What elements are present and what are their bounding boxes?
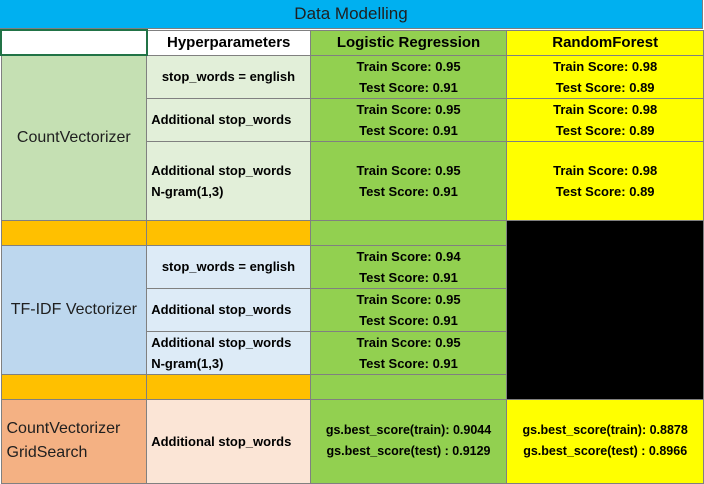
hyperparameter-cell[interactable]: Additional stop_words	[146, 398, 311, 484]
test-score: Test Score: 0.89	[555, 79, 655, 95]
separator-row	[0, 219, 704, 400]
test-score: Test Score: 0.91	[359, 122, 458, 138]
hyperparameter-line: Additional stop_words	[151, 334, 292, 350]
gridsearch-label-line: CountVectorizer	[6, 420, 121, 437]
hyperparameter-line: N-gram(1,3)	[151, 355, 224, 371]
lr-score-cell[interactable]: Train Score: 0.94 Test Score: 0.91	[309, 244, 508, 289]
lr-gridsearch-cell[interactable]: gs.best_score(train): 0.9044 gs.best_sco…	[309, 398, 508, 484]
train-score: Train Score: 0.95	[356, 58, 461, 74]
test-score: Test Score: 0.91	[359, 183, 458, 199]
empty-lr-cell[interactable]	[309, 219, 508, 246]
train-score: Train Score: 0.94	[356, 248, 461, 264]
hyperparameter-cell[interactable]: stop_words = english	[146, 244, 311, 289]
hyperparameter-cell[interactable]: Additional stop_words N-gram(1,3)	[146, 330, 311, 375]
train-score: Train Score: 0.95	[356, 101, 461, 117]
table-row: CountVectorizer GridSearch Additional st…	[0, 398, 704, 484]
lr-score-cell[interactable]: Train Score: 0.95 Test Score: 0.91	[309, 287, 508, 332]
table-row: Additional stop_words Train Score: 0.95 …	[1, 97, 704, 142]
empty-lr-cell[interactable]	[309, 373, 508, 400]
train-score: Train Score: 0.95	[356, 334, 461, 350]
tfidf-label[interactable]: TF-IDF Vectorizer	[0, 244, 148, 375]
test-score: Test Score: 0.89	[555, 183, 655, 199]
best-score-test: gs.best_score(test) : 0.8966	[523, 444, 688, 458]
table-row: CountVectorizer stop_words = english Tra…	[0, 54, 704, 221]
lr-score-cell[interactable]: Train Score: 0.95 Test Score: 0.91	[309, 97, 508, 142]
test-score: Test Score: 0.89	[555, 122, 655, 138]
train-score: Train Score: 0.95	[356, 162, 461, 178]
hyperparameter-cell[interactable]: Additional stop_words	[146, 287, 311, 332]
best-score-test: gs.best_score(test) : 0.9129	[326, 444, 491, 458]
header-hyperparameters[interactable]: Hyperparameters	[146, 29, 311, 56]
lr-score-cell[interactable]: Train Score: 0.95 Test Score: 0.91	[309, 330, 508, 375]
separator-cell[interactable]	[0, 219, 148, 246]
lr-score-cell[interactable]: Train Score: 0.95 Test Score: 0.91	[309, 54, 508, 99]
table-row: TF-IDF Vectorizer stop_words = english T…	[0, 244, 704, 375]
hyperparameter-cell[interactable]: Additional stop_words	[146, 97, 311, 142]
separator-cell[interactable]	[146, 219, 311, 246]
best-score-train: gs.best_score(train): 0.9044	[325, 423, 492, 437]
test-score: Test Score: 0.91	[359, 312, 458, 328]
best-score-train: gs.best_score(train): 0.8878	[522, 423, 688, 437]
countvectorizer-label[interactable]: CountVectorizer	[0, 54, 148, 221]
lr-score-cell[interactable]: Train Score: 0.95 Test Score: 0.91	[309, 140, 508, 221]
hyperparameter-line: N-gram(1,3)	[151, 183, 224, 199]
train-score: Train Score: 0.95	[356, 291, 461, 307]
header-randomforest[interactable]: RandomForest	[506, 29, 704, 56]
rf-score-cell[interactable]: Train Score: 0.98 Test Score: 0.89	[506, 97, 704, 142]
table-row: Additional stop_words N-gram(1,3) Train …	[1, 140, 704, 221]
gridsearch-label[interactable]: CountVectorizer GridSearch	[0, 398, 148, 484]
hyperparameter-line: Additional stop_words	[151, 162, 292, 178]
results-table: Hyperparameters Logistic Regression Rand…	[0, 29, 704, 484]
rf-score-cell[interactable]: Train Score: 0.98 Test Score: 0.89	[506, 140, 704, 221]
gridsearch-label-line: GridSearch	[6, 444, 88, 461]
rf-score-cell[interactable]: Train Score: 0.98 Test Score: 0.89	[506, 54, 704, 99]
table-row: Additional stop_words N-gram(1,3) Train …	[1, 330, 704, 375]
selected-empty-cell[interactable]	[0, 29, 148, 56]
train-score: Train Score: 0.98	[553, 58, 658, 74]
hyperparameter-cell[interactable]: Additional stop_words N-gram(1,3)	[146, 140, 311, 221]
separator-row	[0, 373, 704, 400]
train-score: Train Score: 0.98	[553, 162, 658, 178]
separator-cell[interactable]	[146, 373, 311, 400]
table-title[interactable]: Data Modelling	[0, 0, 703, 29]
blacked-out-cell[interactable]	[506, 219, 704, 400]
train-score: Train Score: 0.98	[553, 101, 658, 117]
separator-cell[interactable]	[0, 373, 148, 400]
test-score: Test Score: 0.91	[359, 269, 458, 285]
rf-gridsearch-cell[interactable]: gs.best_score(train): 0.8878 gs.best_sco…	[506, 398, 704, 484]
header-row: Hyperparameters Logistic Regression Rand…	[0, 29, 704, 56]
hyperparameter-cell[interactable]: stop_words = english	[146, 54, 311, 99]
test-score: Test Score: 0.91	[359, 79, 458, 95]
test-score: Test Score: 0.91	[359, 355, 458, 371]
header-logistic-regression[interactable]: Logistic Regression	[309, 29, 508, 56]
